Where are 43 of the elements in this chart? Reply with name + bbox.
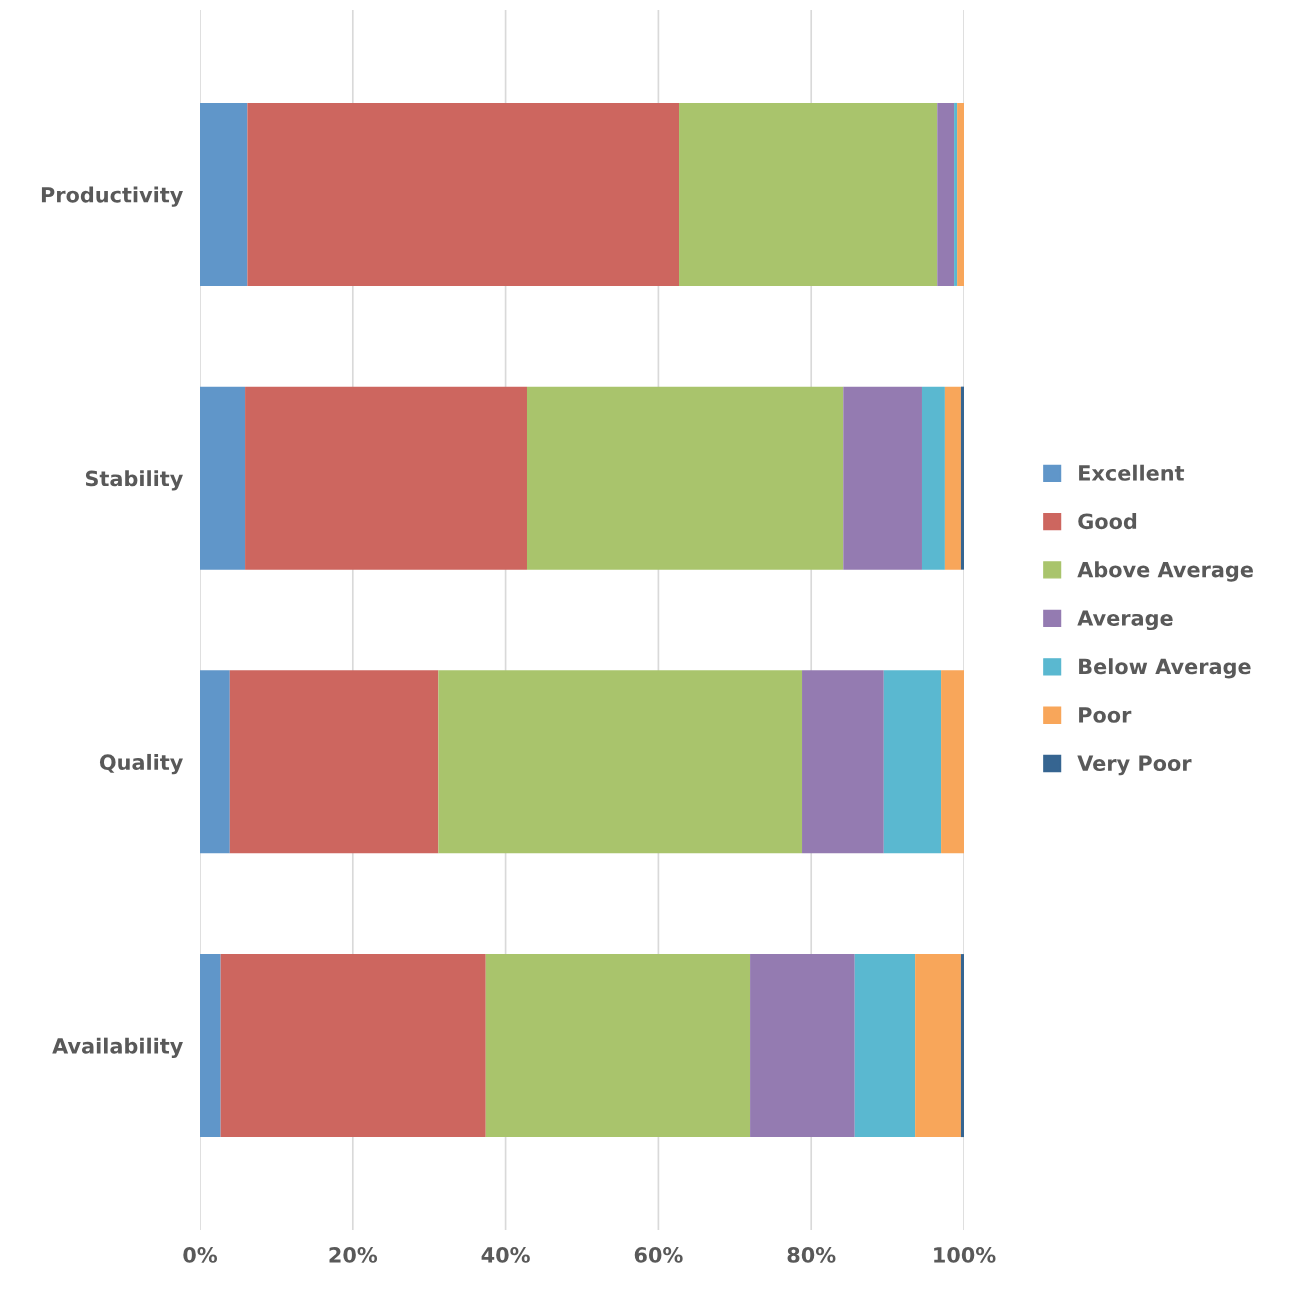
- y-tick-label: Productivity: [41, 186, 183, 207]
- bar: [944, 386, 961, 570]
- x-tick-label: 100%: [934, 1247, 996, 1263]
- legend-label: Above Average: [1077, 561, 1253, 582]
- bar: [921, 386, 945, 570]
- bar: [843, 386, 922, 570]
- bar: [485, 954, 751, 1138]
- x-tick-label: 20%: [329, 1247, 378, 1263]
- bar: [200, 102, 248, 286]
- bar: [438, 670, 803, 854]
- bar: [915, 954, 961, 1138]
- y-tick-label: Quality: [99, 753, 183, 775]
- bar: [954, 102, 958, 286]
- bar: [220, 954, 486, 1138]
- y-tick-label: Stability: [85, 470, 183, 491]
- x-tick-label: 60%: [634, 1247, 683, 1263]
- bar: [200, 954, 221, 1138]
- legend-label: Very Poor: [1077, 755, 1192, 776]
- bar: [200, 670, 230, 854]
- y-tick-label: Availability: [52, 1037, 183, 1058]
- x-tick-label: 0%: [183, 1247, 218, 1263]
- x-tick-label: 40%: [481, 1247, 530, 1263]
- bar: [526, 386, 844, 570]
- bar: [941, 670, 964, 854]
- legend-label: Excellent: [1079, 464, 1185, 481]
- bar: [802, 670, 884, 854]
- bar: [229, 670, 439, 854]
- x-tick-label: 80%: [787, 1247, 836, 1263]
- legend-label: Below Average: [1079, 658, 1251, 679]
- bar: [750, 954, 855, 1138]
- bar: [937, 102, 955, 286]
- bar: [245, 386, 527, 570]
- legend-label: Poor: [1079, 707, 1132, 723]
- bar: [854, 954, 916, 1138]
- legend-label: Good: [1078, 513, 1137, 530]
- legend-label: Average: [1077, 610, 1173, 631]
- bar: [247, 102, 680, 286]
- bar: [679, 102, 938, 286]
- bar: [883, 670, 942, 854]
- bar: [960, 386, 964, 570]
- bar: [960, 954, 964, 1138]
- bar: [957, 102, 964, 286]
- bar: [200, 386, 246, 570]
